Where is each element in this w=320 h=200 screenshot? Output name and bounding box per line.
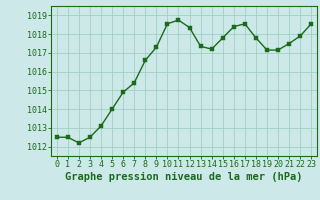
X-axis label: Graphe pression niveau de la mer (hPa): Graphe pression niveau de la mer (hPa) (65, 172, 303, 182)
